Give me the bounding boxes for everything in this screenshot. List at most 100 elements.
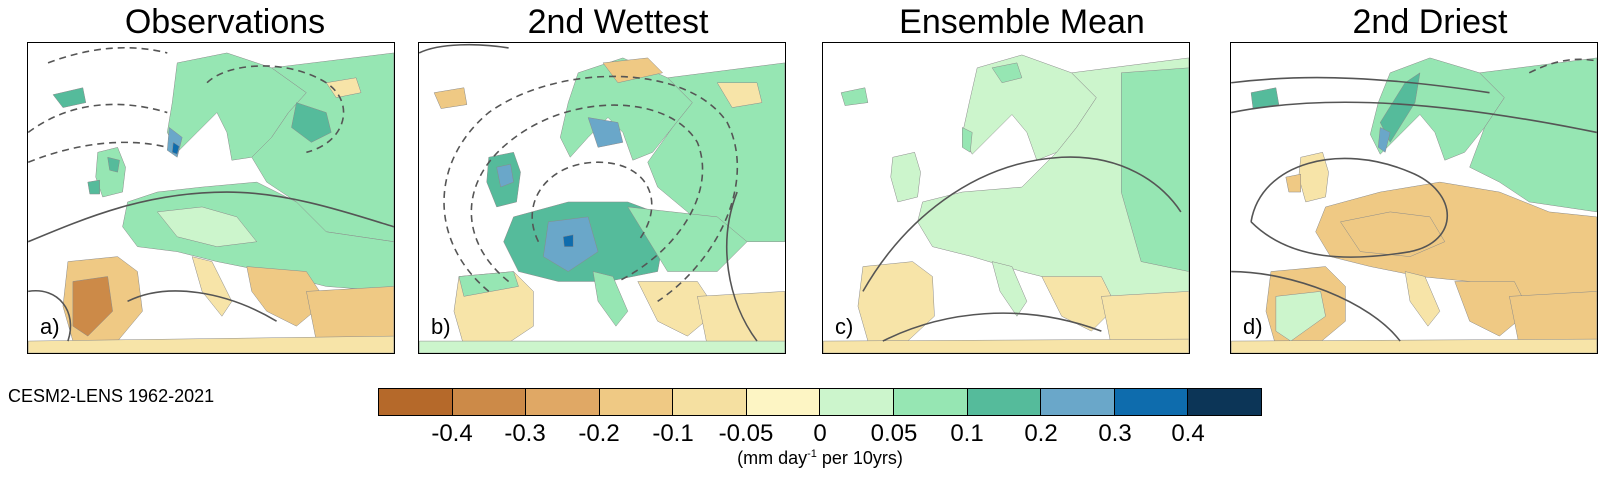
- colorbar-tick: 0.4: [1171, 420, 1205, 447]
- units-prefix: (mm day: [737, 448, 808, 468]
- land-region: [107, 156, 120, 173]
- colorbar-swatch: [1114, 389, 1189, 415]
- land-region: [716, 82, 763, 108]
- colorbar-tick: -0.2: [578, 420, 620, 447]
- colorbar-swatch: [1041, 389, 1115, 415]
- land-region: [251, 52, 394, 242]
- map-2nd-driest: [1231, 57, 1597, 353]
- land-region: [291, 102, 332, 143]
- colorbar-swatch: [673, 389, 747, 415]
- land-region: [840, 87, 869, 106]
- colorbar-tick: -0.05: [718, 420, 774, 447]
- land-region: [1121, 67, 1189, 272]
- slp-contour: [443, 75, 739, 302]
- land-region: [1285, 173, 1301, 193]
- colorbar-units: (mm day-1 per 10yrs): [737, 448, 903, 469]
- land-region: [171, 141, 180, 155]
- land-region: [562, 234, 574, 247]
- land-region: [587, 117, 624, 148]
- panel-letter-d: d): [1243, 314, 1263, 339]
- slp-contour: [862, 156, 1182, 292]
- slp-contour: [47, 46, 168, 64]
- panel-letter-c: c): [835, 314, 854, 339]
- land-region: [1275, 291, 1326, 342]
- colorbar-tick: -0.1: [652, 420, 694, 447]
- colorbar-swatch: [894, 389, 968, 415]
- units-suffix: per 10yrs): [816, 448, 903, 468]
- colorbar-tick: 0.1: [950, 420, 984, 447]
- land-region: [1377, 127, 1391, 153]
- land-region: [1509, 291, 1597, 347]
- colorbar-tick: 0.3: [1098, 420, 1132, 447]
- colorbar-tick: 0.2: [1024, 420, 1058, 447]
- land-region: [857, 261, 935, 342]
- slp-contour: [1231, 76, 1490, 94]
- slp-contour: [470, 104, 704, 283]
- map-ensemble-mean: [823, 54, 1189, 353]
- slp-contour: [726, 191, 758, 342]
- colorbar: [378, 388, 1262, 416]
- land-region: [52, 87, 87, 108]
- land-region: [246, 266, 327, 327]
- map-2nd-wettest: [419, 43, 785, 353]
- land-region: [637, 281, 718, 337]
- slp-contour: [1250, 157, 1448, 258]
- land-region: [72, 276, 113, 337]
- map-panel-2nd-wettest: b): [418, 42, 786, 354]
- land-region: [1101, 291, 1189, 347]
- panel-title-ensemble-mean: Ensemble Mean: [899, 3, 1145, 41]
- colorbar-swatch: [599, 389, 674, 415]
- colorbar-swatch: [526, 389, 600, 415]
- map-panel-2nd-driest: d): [1230, 42, 1598, 354]
- panel-title-observations: Observations: [124, 3, 326, 41]
- colorbar-swatch: [746, 389, 821, 415]
- land-region: [592, 271, 629, 327]
- land-region: [28, 335, 394, 353]
- slp-contour: [28, 289, 72, 342]
- land-region: [1250, 87, 1280, 109]
- colorbar-swatch: [379, 389, 453, 415]
- land-region: [890, 152, 921, 203]
- colorbar-swatch: [452, 389, 527, 415]
- slp-contour: [28, 103, 168, 134]
- slp-contour: [28, 191, 394, 243]
- colorbar-swatch: [967, 389, 1042, 415]
- slp-contour: [531, 161, 653, 243]
- land-region: [647, 62, 785, 242]
- units-exponent: -1: [807, 448, 817, 460]
- colorbar-tick: -0.3: [504, 420, 546, 447]
- colorbar-swatch: [820, 389, 895, 415]
- slp-contour: [206, 65, 345, 154]
- map-observations: [28, 46, 394, 353]
- slp-contour: [1231, 270, 1401, 342]
- land-region: [627, 206, 748, 272]
- land-region: [87, 179, 100, 195]
- land-region: [433, 87, 468, 109]
- colorbar-swatch: [1188, 389, 1261, 415]
- slp-contour: [127, 290, 277, 322]
- land-region: [697, 291, 785, 347]
- land-region: [1454, 281, 1530, 337]
- land-region: [991, 62, 1023, 84]
- slp-contour: [882, 312, 1102, 342]
- land-region: [191, 256, 233, 317]
- land-region: [1041, 276, 1117, 332]
- panel-letter-a: a): [40, 314, 60, 339]
- colorbar-tick: 0.05: [870, 420, 918, 447]
- land-region: [496, 163, 514, 188]
- land-region: [1231, 338, 1597, 353]
- land-region: [823, 338, 1189, 353]
- land-region: [325, 77, 362, 98]
- map-panel-ensemble-mean: c): [822, 42, 1190, 354]
- panel-letter-b: b): [431, 314, 451, 339]
- panel-title-2nd-wettest: 2nd Wettest: [527, 3, 709, 41]
- colorbar-tick: -0.4: [431, 420, 473, 447]
- land-region: [419, 340, 785, 353]
- land-region: [156, 206, 258, 247]
- slp-contour: [419, 43, 509, 54]
- map-panel-observations: a): [27, 42, 395, 354]
- colorbar-tick: 0: [813, 420, 827, 447]
- land-region: [1404, 271, 1441, 327]
- panel-title-2nd-driest: 2nd Driest: [1352, 3, 1508, 41]
- land-region: [306, 286, 394, 342]
